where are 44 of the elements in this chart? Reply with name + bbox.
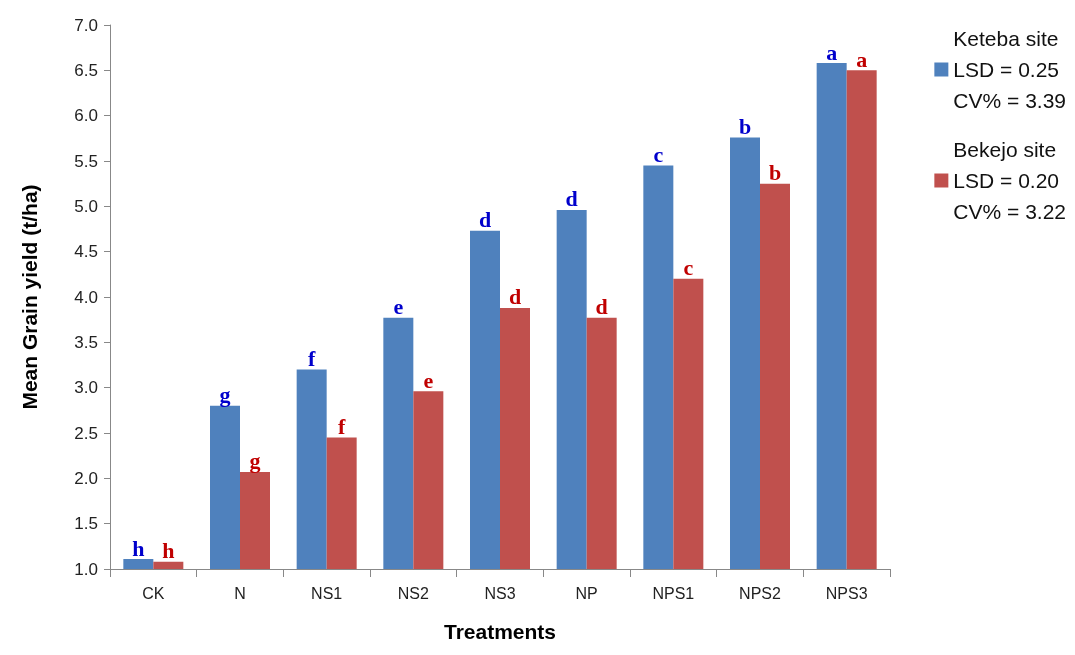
y-tick-label: 3.5 xyxy=(74,332,98,352)
y-tick-label: 1.0 xyxy=(74,559,98,579)
legend-label: Bekejo site LSD = 0.20 CV% = 3.22 xyxy=(953,138,1067,223)
x-tick-label: NPS3 xyxy=(825,584,868,602)
y-tick-label: 7.0 xyxy=(74,15,98,35)
y-tick-label: 3.0 xyxy=(74,378,98,398)
y-tick-label: 5.5 xyxy=(74,151,98,171)
x-tick-label: CK xyxy=(142,584,165,602)
x-axis-title: Treatments xyxy=(443,620,557,643)
data-label: f xyxy=(308,346,316,372)
y-tick-label: 2.5 xyxy=(74,423,98,443)
x-tick-label: NS2 xyxy=(397,584,429,602)
x-tick-label: NS1 xyxy=(311,584,343,602)
data-label: d xyxy=(508,284,522,310)
y-axis-title: Mean Grain yield (t/ha) xyxy=(18,184,41,410)
data-label: e xyxy=(423,367,434,393)
data-label: e xyxy=(393,294,404,320)
data-label: f xyxy=(338,414,346,440)
y-tick-label: 1.5 xyxy=(74,514,98,534)
legend-label: Keteba site LSD = 0.25 CV% = 3.39 xyxy=(953,27,1067,112)
y-tick-label: 5.0 xyxy=(74,196,98,216)
x-tick-label: NPS2 xyxy=(739,584,781,602)
y-tick-label: 2.0 xyxy=(74,468,98,488)
data-label: d xyxy=(565,186,578,212)
y-tick-label: 6.0 xyxy=(74,106,98,126)
data-label: g xyxy=(219,382,231,408)
data-label: b xyxy=(738,113,752,139)
data-label: b xyxy=(768,160,782,186)
data-label: a xyxy=(856,46,868,72)
y-tick-label: 4.5 xyxy=(74,242,98,262)
data-label: g xyxy=(249,448,261,474)
data-label: a xyxy=(826,39,838,65)
x-tick-label: NPS1 xyxy=(652,584,695,602)
data-label: d xyxy=(595,294,608,320)
data-label: d xyxy=(478,207,492,233)
data-label: h xyxy=(132,535,145,561)
x-tick-label: NP xyxy=(575,584,598,602)
x-tick-label: N xyxy=(234,584,246,602)
data-label: c xyxy=(653,142,664,168)
y-tick-label: 6.5 xyxy=(74,60,98,80)
data-label: h xyxy=(162,538,175,564)
data-label: c xyxy=(683,255,694,281)
y-tick-label: 4.0 xyxy=(74,287,98,307)
x-tick-label: NS3 xyxy=(484,584,516,602)
